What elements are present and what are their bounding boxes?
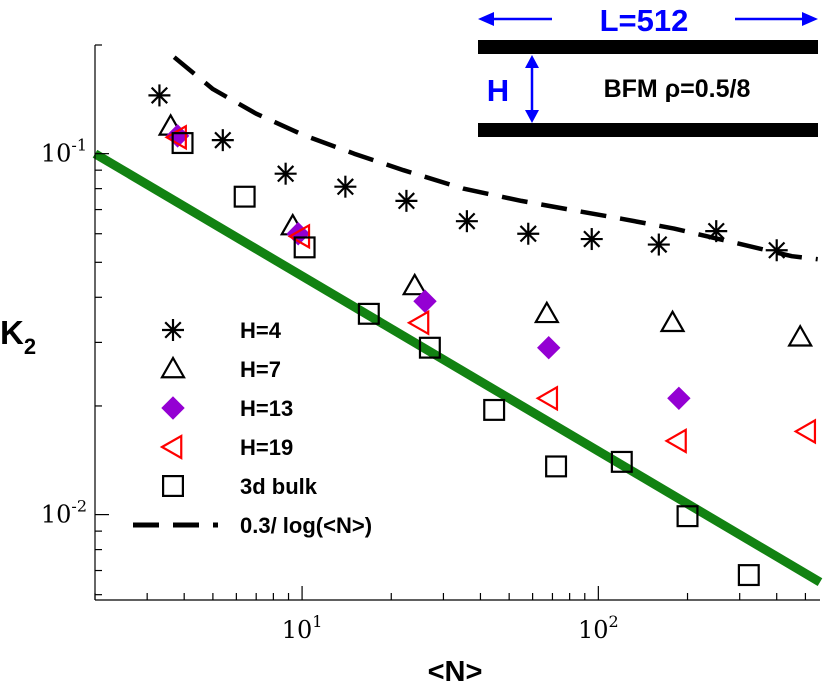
legend-label: 0.3/ log(<N>)	[240, 513, 372, 538]
data-point	[287, 223, 311, 250]
y-axis-label-sub: 2	[24, 334, 36, 359]
legend-entry: 0.3/ log(<N>)	[133, 513, 372, 538]
data-point	[406, 309, 430, 336]
inset-height-label: H	[487, 73, 509, 108]
inset-height-arrow-bottom	[525, 110, 539, 123]
series-4	[171, 132, 760, 587]
data-point	[413, 289, 437, 313]
legend-label: 3d bulk	[240, 474, 318, 499]
legend-marker	[162, 319, 184, 341]
legend-label: H=13	[240, 396, 293, 421]
data-point	[610, 450, 633, 473]
legend-label: H=19	[240, 435, 293, 460]
y-axis-label-main: K	[0, 314, 24, 351]
inset-bottom-wall	[478, 123, 818, 137]
legend-entry: 3d bulk	[162, 474, 318, 499]
data-point	[164, 124, 187, 151]
legend-marker	[159, 434, 183, 460]
data-point	[148, 84, 171, 107]
x-tick-label: 102	[578, 612, 619, 644]
data-point	[667, 386, 691, 411]
series-3	[164, 124, 817, 454]
legend-entry: H=4	[162, 318, 282, 343]
inset-height-arrow-top	[525, 55, 539, 68]
legend-marker	[162, 475, 185, 498]
data-point	[395, 189, 418, 212]
data-point	[171, 132, 194, 155]
legend-label: H=4	[240, 318, 282, 343]
y-tick-label: 10-1	[41, 136, 87, 168]
inset-arrow-left-head	[478, 12, 494, 26]
data-point	[401, 272, 428, 296]
data-point	[293, 236, 316, 259]
dashed-log-curve	[172, 55, 818, 262]
power-law-fit-line	[92, 149, 823, 586]
data-point	[765, 239, 788, 262]
y-tick-label: 10-2	[41, 497, 87, 529]
data-point	[676, 505, 699, 528]
inset-width-label: L=512	[600, 3, 689, 38]
data-point	[455, 210, 478, 233]
series-0	[148, 84, 788, 262]
data-point	[533, 300, 560, 324]
data-point	[357, 302, 380, 325]
legend-marker	[160, 355, 186, 379]
data-point	[483, 398, 506, 421]
data-point	[647, 233, 670, 256]
data-point	[274, 162, 297, 185]
data-point	[537, 335, 561, 360]
data-point	[705, 220, 728, 243]
inset-caption: BFM ρ=0.5/8	[604, 75, 751, 103]
data-point	[233, 185, 256, 208]
data-point	[545, 455, 568, 478]
inset-arrow-right-head	[802, 12, 818, 26]
x-axis-label: <N>	[428, 656, 483, 688]
data-point	[517, 222, 540, 245]
inset-schematic: L=512 H BFM ρ=0.5/8	[478, 3, 818, 137]
inset-top-wall	[478, 40, 818, 54]
x-tick-label: 101	[282, 612, 323, 644]
data-point	[580, 228, 603, 251]
data-point	[793, 418, 817, 445]
legend-marker	[161, 396, 185, 420]
data-point	[535, 385, 559, 412]
legend-entry: H=19	[159, 434, 293, 460]
data-point	[737, 564, 760, 587]
data-point	[418, 336, 441, 359]
data-point	[659, 309, 686, 333]
legend-entry: H=7	[160, 355, 281, 382]
data-point	[787, 324, 814, 347]
data-point	[334, 175, 357, 198]
data-point	[664, 428, 687, 454]
legend-label: H=7	[240, 357, 281, 382]
legend-entry: H=13	[161, 396, 293, 421]
data-point	[211, 129, 234, 152]
y-axis-label: K2	[0, 314, 36, 359]
legend: H=4 H=7 H=13 H=19 3d bulk 0.3/ log(<N>)	[133, 318, 372, 538]
